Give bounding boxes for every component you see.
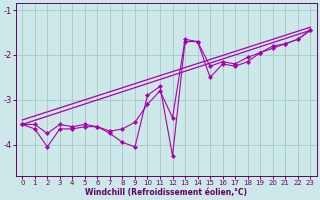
X-axis label: Windchill (Refroidissement éolien,°C): Windchill (Refroidissement éolien,°C): [85, 188, 247, 197]
